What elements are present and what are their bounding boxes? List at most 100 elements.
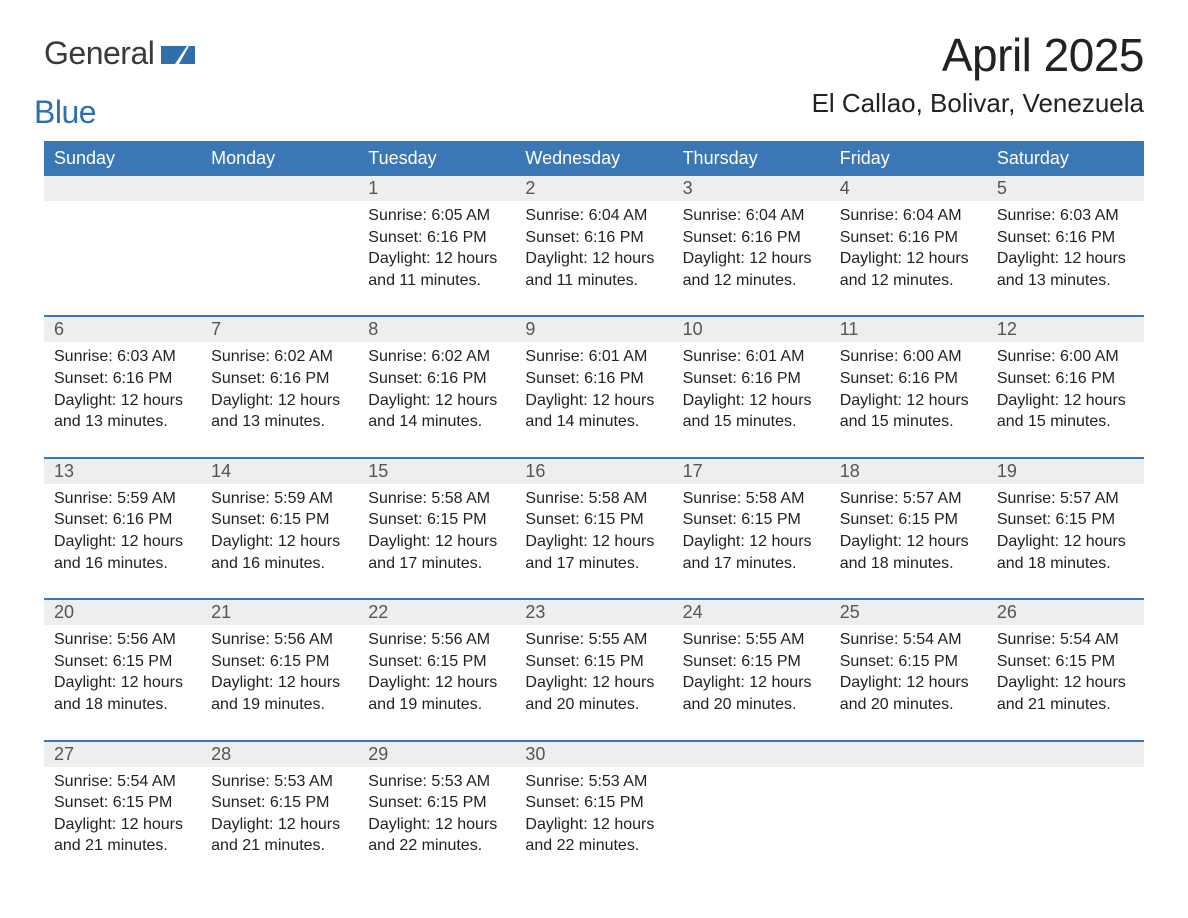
daylight2-text: and 18 minutes. [997,553,1134,575]
body-strip: Sunrise: 5:54 AMSunset: 6:15 PMDaylight:… [44,767,1144,863]
daylight2-text: and 15 minutes. [683,411,820,433]
daylight2-text: and 11 minutes. [525,270,662,292]
week-row: 27282930Sunrise: 5:54 AMSunset: 6:15 PMD… [44,740,1144,863]
daylight1-text: Daylight: 12 hours [368,531,505,553]
day-number: 25 [830,600,987,625]
sunset-text: Sunset: 6:15 PM [211,651,348,673]
day-number: 2 [515,176,672,201]
sunrise-text: Sunrise: 6:00 AM [840,346,977,368]
day-cell: Sunrise: 6:04 AMSunset: 6:16 PMDaylight:… [515,201,672,297]
sunrise-text: Sunrise: 5:56 AM [368,629,505,651]
day-cell: Sunrise: 5:55 AMSunset: 6:15 PMDaylight:… [673,625,830,721]
day-cell: Sunrise: 5:57 AMSunset: 6:15 PMDaylight:… [830,484,987,580]
daylight1-text: Daylight: 12 hours [997,248,1134,270]
day-cell [673,767,830,863]
daynum-strip: 27282930 [44,742,1144,767]
daylight2-text: and 21 minutes. [211,835,348,857]
sunset-text: Sunset: 6:16 PM [525,368,662,390]
day-cell: Sunrise: 6:02 AMSunset: 6:16 PMDaylight:… [201,342,358,438]
sunset-text: Sunset: 6:16 PM [997,227,1134,249]
day-number [830,742,987,767]
daylight2-text: and 19 minutes. [211,694,348,716]
daynum-strip: 13141516171819 [44,459,1144,484]
daylight1-text: Daylight: 12 hours [525,672,662,694]
sunrise-text: Sunrise: 5:58 AM [525,488,662,510]
daylight1-text: Daylight: 12 hours [683,248,820,270]
sunrise-text: Sunrise: 5:57 AM [840,488,977,510]
daylight1-text: Daylight: 12 hours [211,814,348,836]
week-row: 12345Sunrise: 6:05 AMSunset: 6:16 PMDayl… [44,176,1144,297]
sunset-text: Sunset: 6:16 PM [840,368,977,390]
weekday-header: Friday [830,141,987,176]
daynum-strip: 20212223242526 [44,600,1144,625]
daylight1-text: Daylight: 12 hours [840,672,977,694]
day-cell: Sunrise: 5:57 AMSunset: 6:15 PMDaylight:… [987,484,1144,580]
day-cell: Sunrise: 5:56 AMSunset: 6:15 PMDaylight:… [358,625,515,721]
page-header: General Blue April 2025 El Callao, Boliv… [44,28,1144,131]
day-number: 19 [987,459,1144,484]
daylight1-text: Daylight: 12 hours [54,814,191,836]
brand-part2: Blue [34,94,195,131]
day-number [44,176,201,201]
daynum-strip: 6789101112 [44,317,1144,342]
day-cell: Sunrise: 5:56 AMSunset: 6:15 PMDaylight:… [44,625,201,721]
day-cell [987,767,1144,863]
sunset-text: Sunset: 6:15 PM [683,651,820,673]
daylight1-text: Daylight: 12 hours [997,672,1134,694]
day-number: 12 [987,317,1144,342]
day-number: 21 [201,600,358,625]
day-cell: Sunrise: 5:54 AMSunset: 6:15 PMDaylight:… [987,625,1144,721]
day-cell: Sunrise: 6:03 AMSunset: 6:16 PMDaylight:… [44,342,201,438]
daylight1-text: Daylight: 12 hours [525,814,662,836]
daylight2-text: and 13 minutes. [54,411,191,433]
daylight1-text: Daylight: 12 hours [368,248,505,270]
sunrise-text: Sunrise: 6:03 AM [54,346,191,368]
day-number: 10 [673,317,830,342]
day-cell: Sunrise: 6:05 AMSunset: 6:16 PMDaylight:… [358,201,515,297]
day-number: 20 [44,600,201,625]
day-cell: Sunrise: 6:03 AMSunset: 6:16 PMDaylight:… [987,201,1144,297]
daylight2-text: and 16 minutes. [54,553,191,575]
sunset-text: Sunset: 6:15 PM [997,651,1134,673]
weekday-header: Sunday [44,141,201,176]
daylight1-text: Daylight: 12 hours [840,390,977,412]
brand-logo: General Blue [44,28,195,131]
sunrise-text: Sunrise: 6:01 AM [683,346,820,368]
daylight2-text: and 22 minutes. [368,835,505,857]
day-cell: Sunrise: 6:01 AMSunset: 6:16 PMDaylight:… [515,342,672,438]
day-number: 28 [201,742,358,767]
sunrise-text: Sunrise: 5:54 AM [54,771,191,793]
daylight2-text: and 17 minutes. [525,553,662,575]
weekday-header: Monday [201,141,358,176]
sunrise-text: Sunrise: 6:02 AM [211,346,348,368]
daylight2-text: and 16 minutes. [211,553,348,575]
day-number: 9 [515,317,672,342]
daylight1-text: Daylight: 12 hours [840,531,977,553]
week-row: 20212223242526Sunrise: 5:56 AMSunset: 6:… [44,598,1144,721]
day-cell: Sunrise: 6:00 AMSunset: 6:16 PMDaylight:… [987,342,1144,438]
day-number: 26 [987,600,1144,625]
day-number [673,742,830,767]
daylight1-text: Daylight: 12 hours [840,248,977,270]
title-block: April 2025 El Callao, Bolivar, Venezuela [812,28,1144,119]
sunset-text: Sunset: 6:15 PM [54,792,191,814]
daylight2-text: and 13 minutes. [211,411,348,433]
day-number: 7 [201,317,358,342]
weekday-header-row: SundayMondayTuesdayWednesdayThursdayFrid… [44,141,1144,176]
sunset-text: Sunset: 6:16 PM [525,227,662,249]
sunset-text: Sunset: 6:16 PM [368,368,505,390]
daylight1-text: Daylight: 12 hours [54,390,191,412]
weekday-header: Tuesday [358,141,515,176]
daylight2-text: and 22 minutes. [525,835,662,857]
day-cell: Sunrise: 6:04 AMSunset: 6:16 PMDaylight:… [830,201,987,297]
sunset-text: Sunset: 6:15 PM [525,792,662,814]
day-number: 8 [358,317,515,342]
sunrise-text: Sunrise: 5:54 AM [997,629,1134,651]
daylight1-text: Daylight: 12 hours [211,531,348,553]
day-cell: Sunrise: 5:53 AMSunset: 6:15 PMDaylight:… [515,767,672,863]
calendar: SundayMondayTuesdayWednesdayThursdayFrid… [44,141,1144,863]
page-title: April 2025 [812,28,1144,82]
day-cell: Sunrise: 6:02 AMSunset: 6:16 PMDaylight:… [358,342,515,438]
day-cell: Sunrise: 6:01 AMSunset: 6:16 PMDaylight:… [673,342,830,438]
day-cell: Sunrise: 5:53 AMSunset: 6:15 PMDaylight:… [358,767,515,863]
